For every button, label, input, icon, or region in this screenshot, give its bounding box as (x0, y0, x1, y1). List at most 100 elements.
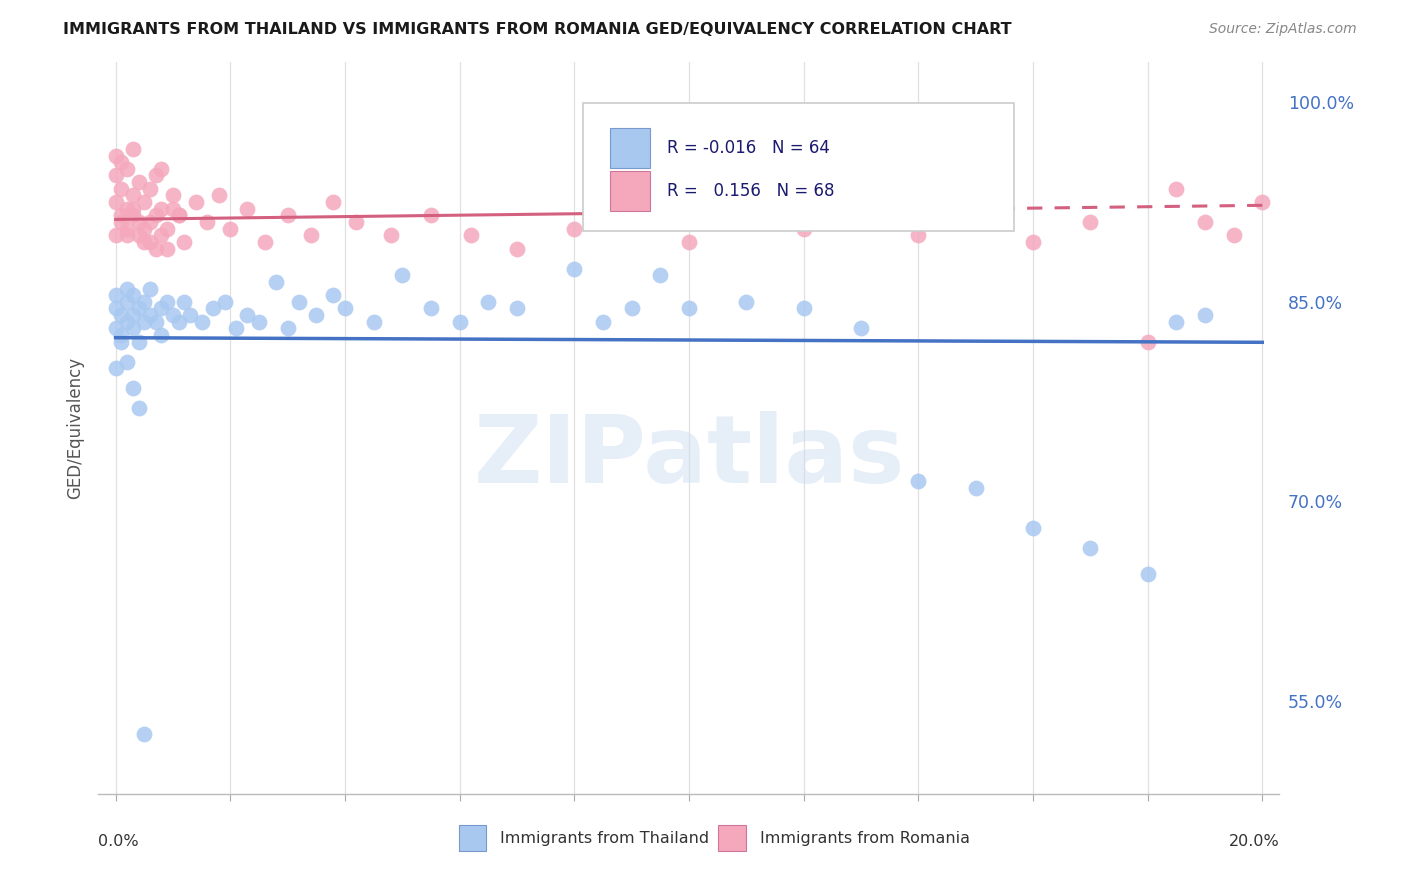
Point (150, 228, 173, 243)
Point (167, 315, 190, 329)
Point (1251, 195, 1274, 210)
Point (179, 308, 201, 322)
Point (121, 142, 143, 156)
Point (793, 301, 815, 316)
Point (115, 315, 138, 329)
Point (104, 288, 127, 302)
Point (128, 334, 150, 349)
Point (121, 321, 143, 335)
Point (104, 148, 127, 162)
Point (202, 301, 225, 316)
Point (145, 169, 167, 183)
Point (562, 261, 585, 276)
Point (1022, 235, 1045, 249)
Point (110, 208, 132, 222)
Point (849, 321, 872, 335)
Point (562, 221, 585, 235)
Point (190, 315, 212, 329)
Text: Immigrants from Thailand: Immigrants from Thailand (501, 830, 709, 846)
Point (420, 208, 443, 222)
Point (1166, 315, 1188, 329)
Point (1136, 334, 1159, 349)
Point (156, 242, 179, 256)
Point (219, 221, 242, 235)
Point (247, 315, 270, 329)
Point (965, 481, 987, 495)
Point (288, 294, 311, 309)
Point (173, 294, 195, 309)
Point (592, 315, 614, 329)
Point (363, 315, 385, 329)
Point (299, 228, 322, 243)
Point (145, 315, 167, 329)
Y-axis label: GED/Equivalency: GED/Equivalency (66, 357, 84, 500)
Point (449, 315, 471, 329)
Point (162, 202, 184, 216)
Point (993, 202, 1015, 216)
Point (110, 215, 132, 229)
Point (115, 281, 138, 295)
Point (115, 354, 138, 368)
Point (150, 202, 173, 216)
Point (145, 208, 167, 222)
Point (1022, 521, 1045, 535)
Point (965, 208, 987, 222)
Point (167, 208, 190, 222)
Point (678, 235, 700, 249)
Point (793, 221, 815, 235)
Point (104, 361, 127, 376)
FancyBboxPatch shape (582, 103, 1014, 231)
Point (128, 228, 150, 243)
Point (139, 182, 162, 196)
Point (134, 221, 156, 235)
Point (110, 155, 132, 169)
Bar (610, 170, 650, 211)
Point (907, 228, 929, 243)
Point (391, 268, 413, 283)
Point (121, 381, 143, 395)
Point (477, 294, 499, 309)
Point (150, 301, 173, 316)
Text: R = -0.016   N = 64: R = -0.016 N = 64 (666, 139, 830, 157)
Point (128, 215, 150, 229)
Point (380, 228, 402, 243)
Point (121, 308, 143, 322)
Point (150, 161, 173, 176)
Bar (610, 128, 650, 169)
Text: Source: ZipAtlas.com: Source: ZipAtlas.com (1209, 22, 1357, 37)
Text: IMMIGRANTS FROM THAILAND VS IMMIGRANTS FROM ROMANIA GED/EQUIVALENCY CORRELATION : IMMIGRANTS FROM THAILAND VS IMMIGRANTS F… (63, 22, 1012, 37)
Point (236, 202, 259, 216)
Point (678, 301, 700, 316)
Point (1166, 182, 1188, 196)
Point (1222, 228, 1244, 243)
Point (420, 301, 443, 316)
Point (322, 288, 344, 302)
Point (264, 275, 287, 289)
Point (104, 228, 127, 243)
Point (162, 308, 184, 322)
Point (104, 301, 127, 316)
Point (506, 301, 529, 316)
Point (195, 215, 218, 229)
Bar (458, 825, 486, 851)
Text: Immigrants from Romania: Immigrants from Romania (759, 830, 970, 846)
Text: 0.0%: 0.0% (98, 834, 139, 849)
Point (735, 202, 758, 216)
Point (167, 208, 190, 222)
Point (115, 228, 138, 243)
Point (150, 328, 173, 343)
Point (145, 242, 167, 256)
Point (333, 301, 356, 316)
Point (121, 288, 143, 302)
Point (322, 195, 344, 210)
Point (1194, 308, 1216, 322)
Point (277, 208, 299, 222)
Point (139, 308, 162, 322)
Point (139, 281, 162, 295)
Point (104, 169, 127, 183)
Point (115, 294, 138, 309)
Point (225, 321, 247, 335)
Point (115, 161, 138, 176)
Point (134, 294, 156, 309)
Point (115, 221, 138, 235)
